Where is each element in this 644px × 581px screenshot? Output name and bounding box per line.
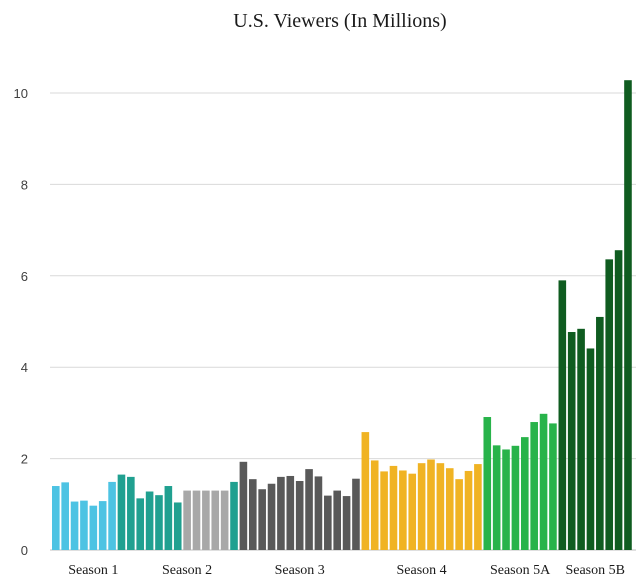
- bar: [192, 490, 201, 550]
- bar: [52, 486, 60, 550]
- bar: [436, 463, 445, 550]
- y-axis-ticks: 0 2 4 6 8 10: [14, 86, 28, 558]
- bar: [389, 465, 398, 550]
- bar: [511, 445, 520, 550]
- bar: [155, 495, 163, 550]
- chart-title: U.S. Viewers (In Millions): [233, 10, 446, 32]
- bar: [98, 501, 107, 550]
- bar: [136, 498, 145, 550]
- bar: [464, 470, 473, 550]
- grid-layer: [50, 92, 636, 551]
- bar: [127, 476, 135, 550]
- bar: [605, 259, 614, 550]
- bar: [70, 501, 79, 550]
- bar: [145, 491, 154, 550]
- bar: [89, 505, 98, 550]
- bar: [314, 476, 323, 550]
- bar: [492, 445, 501, 550]
- bar: [417, 463, 426, 550]
- bar: [258, 489, 266, 550]
- season-label: Season 1: [68, 563, 118, 578]
- season-label: Season 3: [275, 563, 325, 578]
- bar: [502, 449, 510, 550]
- bars: [52, 80, 632, 551]
- bar: [370, 460, 379, 550]
- bar: [521, 437, 529, 550]
- bar: [173, 502, 182, 550]
- bar: [445, 468, 454, 550]
- season-labels: Season 1 Season 2 Season 3 Season 4 Season 5…: [68, 563, 625, 578]
- bar: [624, 80, 632, 550]
- bar: [277, 476, 285, 550]
- bar: [352, 478, 360, 550]
- bar: [549, 423, 557, 550]
- bar: [324, 495, 332, 550]
- bar: [427, 459, 435, 550]
- bar: [267, 483, 276, 551]
- bar: [117, 474, 126, 551]
- bar: [239, 461, 248, 550]
- bar: [61, 482, 69, 550]
- bar: [596, 316, 604, 550]
- bar: [248, 479, 257, 550]
- bar: [80, 500, 88, 550]
- bar: [295, 480, 304, 550]
- y-tick-label: 6: [21, 269, 28, 284]
- bar: [586, 348, 595, 550]
- y-tick-label: 0: [21, 543, 28, 558]
- bar: [305, 469, 313, 550]
- bar: [361, 432, 370, 550]
- bar: [577, 328, 585, 550]
- bar: [230, 481, 238, 550]
- y-tick-label: 2: [21, 452, 28, 467]
- bar: [455, 479, 463, 550]
- bar: [483, 417, 492, 550]
- bar: [108, 481, 116, 550]
- bar: [333, 490, 341, 550]
- season-label: Season 4: [397, 563, 447, 578]
- bar: [530, 422, 538, 550]
- y-tick-label: 4: [21, 360, 28, 375]
- bar: [380, 471, 388, 550]
- bar: [408, 473, 417, 550]
- bar: [558, 280, 567, 550]
- bar: [399, 470, 407, 550]
- season-label: Season 5A: [490, 563, 551, 578]
- bar: [220, 490, 229, 550]
- bar: [567, 332, 576, 550]
- bar: [202, 490, 210, 550]
- bar: [211, 490, 220, 550]
- bar: [474, 464, 482, 550]
- bar: [164, 486, 173, 550]
- y-tick-label: 10: [14, 86, 28, 101]
- season-label: Season 2: [162, 563, 212, 578]
- bar: [286, 475, 295, 550]
- bar: [539, 413, 548, 550]
- bar: [614, 250, 623, 550]
- bar: [342, 496, 351, 550]
- season-label: Season 5B: [565, 563, 625, 578]
- y-tick-label: 8: [21, 177, 28, 192]
- bar: [183, 490, 191, 550]
